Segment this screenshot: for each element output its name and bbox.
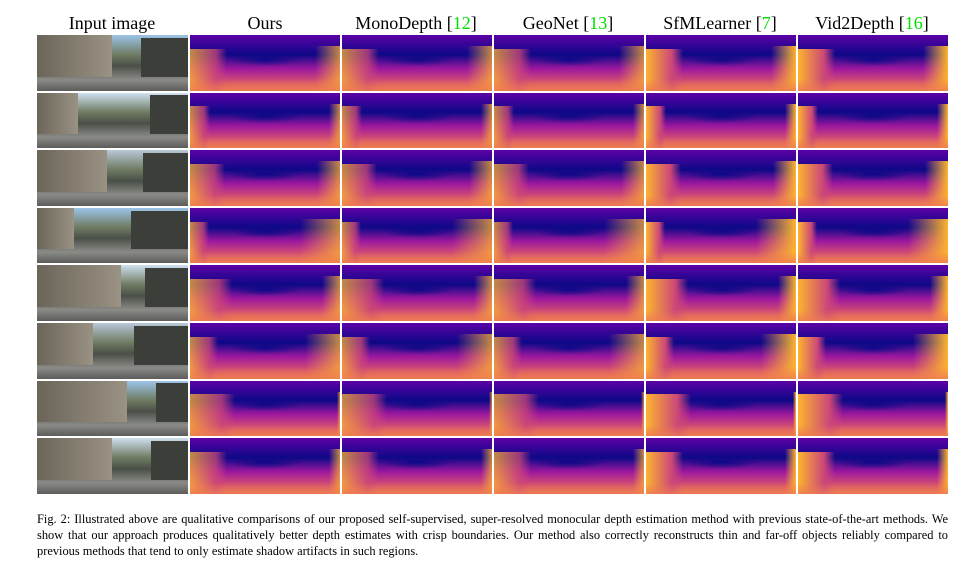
depth-map bbox=[342, 380, 492, 437]
figure-caption: Fig. 2: Illustrated above are qualitativ… bbox=[37, 512, 948, 559]
depth-map bbox=[190, 35, 340, 91]
depth-map bbox=[342, 322, 492, 379]
column-header: Input image bbox=[36, 13, 188, 34]
depth-map bbox=[798, 438, 948, 494]
depth-map bbox=[342, 150, 492, 206]
depth-map bbox=[190, 438, 340, 494]
depth-map bbox=[798, 150, 948, 206]
depth-map bbox=[646, 150, 796, 206]
depth-map bbox=[342, 35, 492, 91]
column-header: GeoNet [13] bbox=[522, 13, 614, 33]
comparison-grid bbox=[37, 35, 948, 494]
depth-map bbox=[190, 150, 340, 206]
column-label: Input image bbox=[68, 13, 156, 33]
column-label: Vid2Depth bbox=[815, 13, 895, 33]
column-header: SfMLearner [7] bbox=[663, 13, 777, 33]
depth-map bbox=[798, 380, 948, 437]
depth-map bbox=[190, 207, 340, 264]
column-label: MonoDepth bbox=[355, 13, 443, 33]
depth-map bbox=[798, 207, 948, 264]
depth-map bbox=[494, 35, 644, 91]
depth-map bbox=[190, 380, 340, 437]
citation-link[interactable]: 7 bbox=[761, 13, 771, 33]
input-image bbox=[37, 207, 188, 264]
depth-map bbox=[494, 92, 644, 149]
depth-map bbox=[798, 265, 948, 321]
column-header: MonoDepth [12] bbox=[355, 13, 477, 33]
depth-map bbox=[798, 92, 948, 149]
citation-link[interactable]: 12 bbox=[452, 13, 471, 33]
depth-map bbox=[646, 322, 796, 379]
column-header: Ours bbox=[189, 13, 341, 34]
depth-map bbox=[646, 380, 796, 437]
depth-map bbox=[190, 322, 340, 379]
input-image bbox=[37, 35, 188, 91]
input-image bbox=[37, 92, 188, 149]
depth-map bbox=[798, 322, 948, 379]
input-image bbox=[37, 265, 188, 321]
column-label: Ours bbox=[247, 13, 283, 33]
depth-map bbox=[342, 438, 492, 494]
depth-map bbox=[646, 92, 796, 149]
depth-map bbox=[494, 322, 644, 379]
depth-map bbox=[494, 380, 644, 437]
depth-map bbox=[646, 35, 796, 91]
depth-map bbox=[646, 265, 796, 321]
input-image bbox=[37, 380, 188, 437]
column-label: SfMLearner bbox=[663, 13, 752, 33]
depth-map bbox=[646, 438, 796, 494]
depth-map bbox=[342, 207, 492, 264]
depth-map bbox=[190, 265, 340, 321]
citation-link[interactable]: 16 bbox=[904, 13, 923, 33]
depth-map bbox=[342, 265, 492, 321]
depth-map bbox=[494, 438, 644, 494]
depth-map bbox=[342, 92, 492, 149]
input-image bbox=[37, 322, 188, 379]
depth-map bbox=[646, 207, 796, 264]
depth-map bbox=[798, 35, 948, 91]
column-header: Vid2Depth [16] bbox=[815, 13, 929, 33]
input-image bbox=[37, 438, 188, 494]
column-label: GeoNet bbox=[522, 13, 579, 33]
citation-link[interactable]: 13 bbox=[589, 13, 608, 33]
depth-map bbox=[494, 150, 644, 206]
input-image bbox=[37, 150, 188, 206]
depth-map bbox=[494, 265, 644, 321]
depth-map bbox=[494, 207, 644, 264]
depth-map bbox=[190, 92, 340, 149]
